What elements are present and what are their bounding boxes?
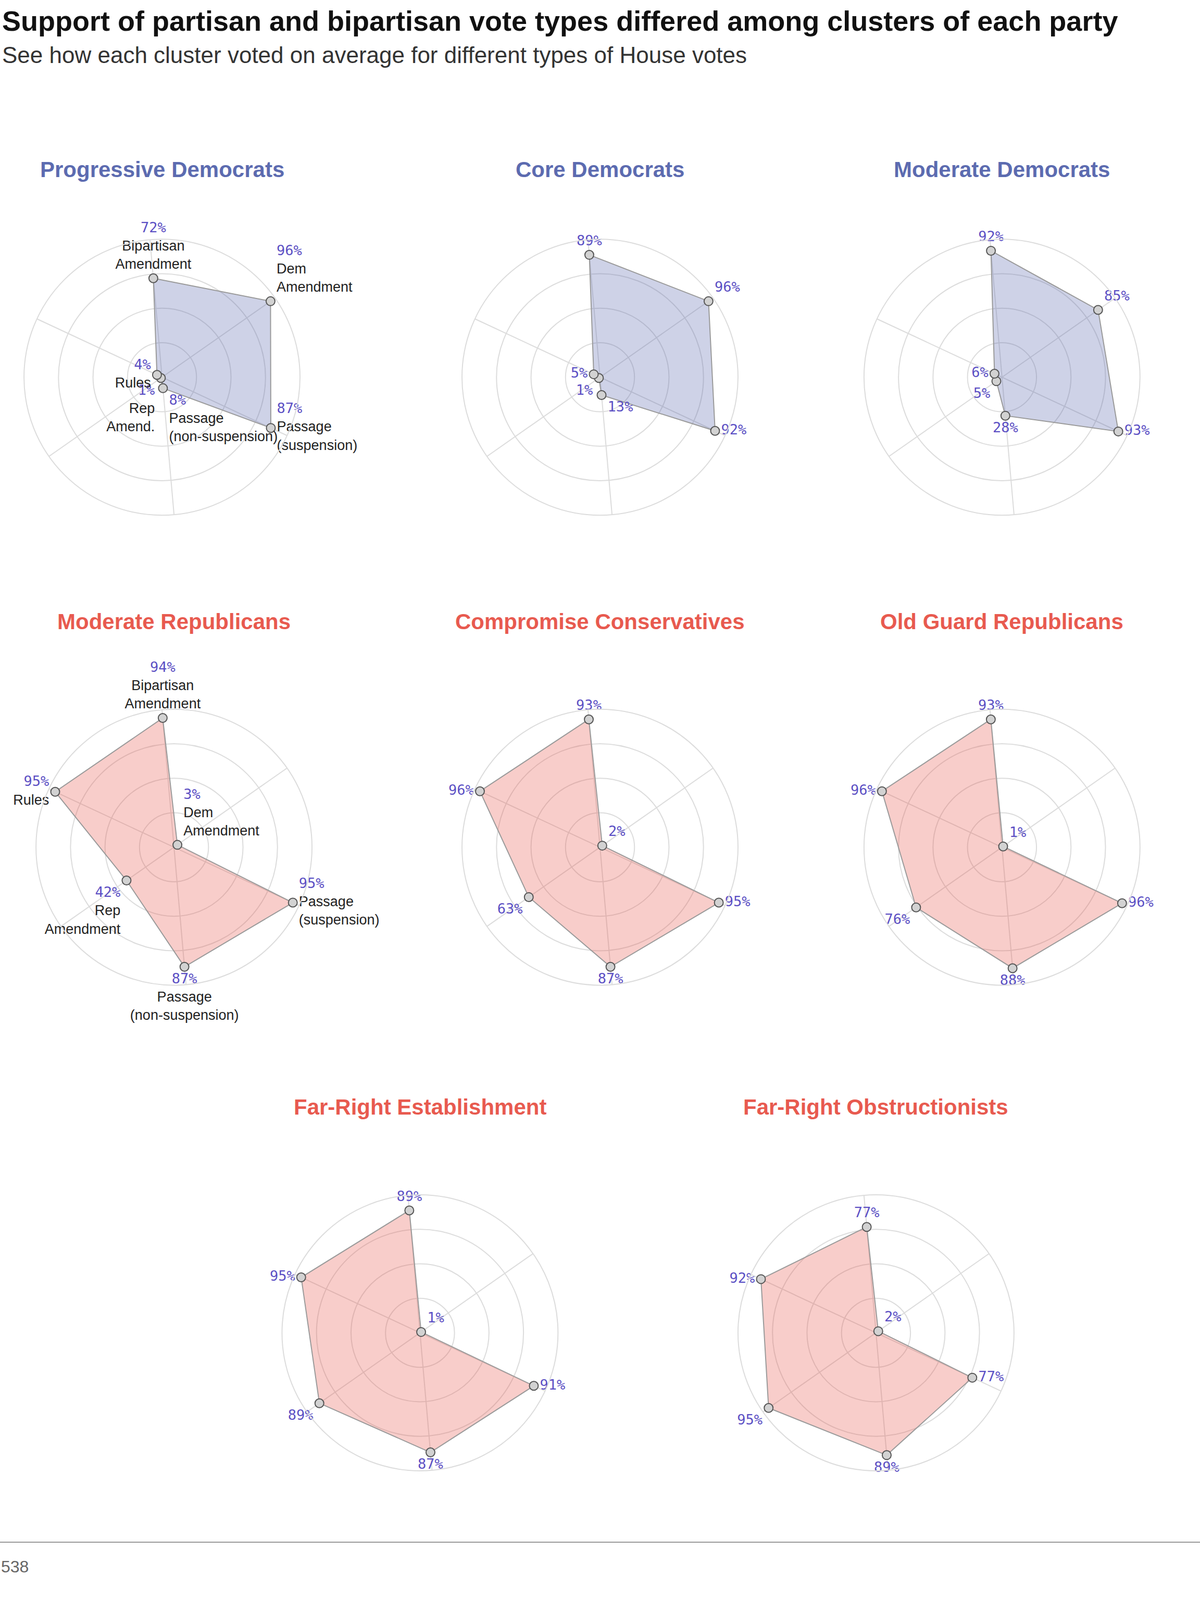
svg-text:63%: 63%: [497, 900, 523, 917]
svg-text:5%: 5%: [973, 384, 991, 402]
svg-text:Moderate Democrats: Moderate Democrats: [893, 157, 1110, 182]
svg-text:92%: 92%: [729, 1269, 756, 1286]
svg-text:28%: 28%: [992, 419, 1019, 436]
html-text:538: 538: [1, 1557, 29, 1577]
svg-text:93%: 93%: [1124, 421, 1150, 439]
svg-text:1%RepAmend.: 1%RepAmend.: [106, 381, 155, 435]
svg-text:87%Passage(non-suspension): 87%Passage(non-suspension): [130, 970, 240, 1023]
svg-text:96%: 96%: [850, 781, 877, 798]
svg-text:94%BipartisanAmendment: 94%BipartisanAmendment: [125, 658, 202, 712]
svg-text:91%: 91%: [540, 1376, 566, 1393]
svg-text:85%: 85%: [1104, 287, 1130, 304]
svg-text:87%: 87%: [417, 1455, 444, 1472]
svg-text:89%: 89%: [396, 1188, 422, 1205]
svg-text:95%: 95%: [736, 1411, 763, 1428]
svg-text:95%Rules: 95%Rules: [13, 773, 49, 808]
svg-text:1%: 1%: [1009, 823, 1027, 841]
svg-text:8%Passage(non-suspension): 8%Passage(non-suspension): [169, 391, 279, 445]
svg-text:72%BipartisanAmendment: 72%BipartisanAmendment: [115, 219, 192, 272]
svg-text:95%: 95%: [725, 893, 751, 910]
svg-text:1%: 1%: [427, 1309, 445, 1326]
svg-text:5%: 5%: [570, 364, 589, 381]
svg-text:95%Passage(suspension): 95%Passage(suspension): [298, 875, 380, 928]
svg-text:87%: 87%: [597, 970, 624, 987]
svg-text:Moderate Republicans: Moderate Republicans: [57, 609, 291, 634]
svg-text:Old Guard Republicans: Old Guard Republicans: [880, 609, 1124, 634]
svg-text:89%: 89%: [873, 1458, 900, 1475]
svg-text:13%: 13%: [607, 398, 634, 415]
svg-text:89%: 89%: [288, 1406, 314, 1423]
html-text:See how each cluster voted on: See how each cluster voted on average fo…: [2, 42, 747, 68]
svg-text:76%: 76%: [884, 910, 910, 928]
svg-text:93%: 93%: [576, 696, 602, 714]
svg-text:87%Passage(suspension): 87%Passage(suspension): [277, 400, 358, 453]
svg-text:96%DemAmendment: 96%DemAmendment: [276, 242, 353, 295]
svg-text:77%: 77%: [854, 1204, 880, 1221]
svg-text:Progressive Democrats: Progressive Democrats: [40, 157, 285, 182]
svg-text:Far-Right Obstructionists: Far-Right Obstructionists: [743, 1094, 1009, 1120]
svg-text:42%RepAmendment: 42%RepAmendment: [44, 883, 121, 937]
svg-text:92%: 92%: [978, 228, 1004, 245]
svg-text:93%: 93%: [978, 696, 1004, 714]
svg-text:95%: 95%: [269, 1267, 296, 1284]
svg-text:96%: 96%: [714, 278, 741, 295]
svg-text:92%: 92%: [721, 421, 747, 438]
svg-text:77%: 77%: [978, 1368, 1004, 1385]
svg-text:96%: 96%: [448, 781, 474, 798]
svg-text:1%: 1%: [576, 381, 594, 398]
svg-text:4%Rules: 4%Rules: [115, 356, 152, 391]
svg-text:2%: 2%: [884, 1308, 902, 1325]
svg-text:Compromise Conservatives: Compromise Conservatives: [455, 609, 745, 634]
svg-text:6%: 6%: [971, 364, 989, 381]
svg-text:89%: 89%: [576, 232, 603, 249]
svg-text:96%: 96%: [1128, 893, 1154, 910]
svg-text:Core Democrats: Core Democrats: [515, 157, 685, 182]
svg-text:2%: 2%: [608, 822, 626, 840]
svg-text:88%: 88%: [1000, 971, 1026, 989]
svg-text:3%DemAmendment: 3%DemAmendment: [183, 785, 260, 839]
svg-text:Far-Right Establishment: Far-Right Establishment: [293, 1094, 547, 1120]
html-text:Support of partisan and bipart: Support of partisan and bipartisan vote …: [2, 5, 1118, 37]
